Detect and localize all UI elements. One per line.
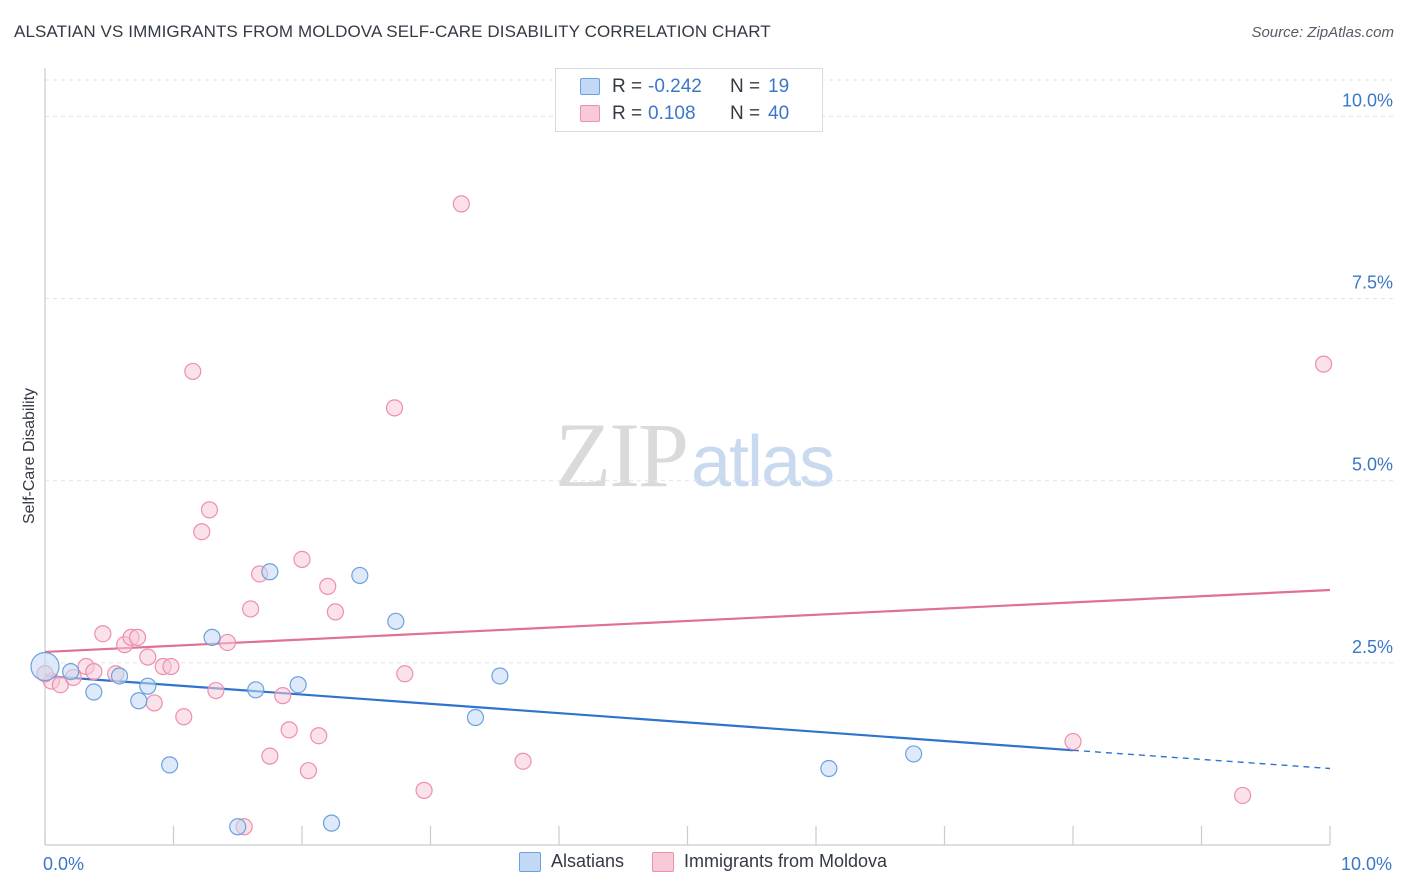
moldova-point — [175, 708, 193, 726]
moldova-point — [293, 550, 311, 569]
legend-label-moldova: Immigrants from Moldova — [683, 851, 888, 871]
legend-swatch-moldova — [651, 851, 674, 872]
alsatians-point — [139, 677, 157, 695]
x-tick-label: 0.0% — [43, 854, 84, 874]
trendline-alsatians-extrapolated — [1072, 749, 1331, 770]
n-label: N = — [730, 102, 761, 124]
moldova-point — [94, 625, 112, 643]
moldova-point — [1314, 355, 1333, 373]
alsatians-point — [820, 759, 838, 778]
y-tick-label: 7.5% — [1352, 273, 1393, 293]
moldova-point — [396, 665, 414, 683]
n-label: N = — [730, 75, 761, 97]
legend-item-moldova[interactable]: Immigrants from Moldova — [651, 851, 888, 872]
alsatians-point — [110, 667, 129, 685]
alsatians-point — [261, 563, 279, 581]
r-label: R = — [612, 75, 643, 97]
alsatians-swatch — [580, 78, 600, 95]
r-label: R = — [612, 102, 643, 124]
moldova-point — [452, 195, 470, 213]
legend-item-alsatians[interactable]: Alsatians — [518, 851, 624, 872]
source-label: Source: ZipAtlas.com — [1251, 24, 1394, 41]
moldova-point — [193, 523, 211, 541]
moldova-point — [310, 727, 328, 745]
alsatians-point — [905, 745, 923, 763]
trendline-moldova — [44, 588, 1331, 654]
moldova-point — [514, 752, 532, 770]
alsatians-point — [62, 662, 80, 681]
moldova-point — [51, 676, 70, 694]
x-tick-label: 10.0% — [1341, 854, 1392, 874]
alsatians-point — [387, 612, 405, 630]
n-value: 40 — [768, 102, 790, 124]
moldova-swatch — [580, 105, 600, 122]
moldova-point — [145, 694, 163, 712]
legend-swatch-alsatians — [518, 851, 541, 872]
moldova-point — [385, 399, 404, 417]
r-value: -0.242 — [648, 75, 702, 97]
y-tick-label: 10.0% — [1342, 90, 1393, 110]
moldova-point — [139, 648, 157, 666]
stats-row-moldova: R = 0.108 N = 40 — [556, 100, 789, 127]
alsatians-point — [30, 651, 60, 682]
alsatians-point — [229, 818, 247, 836]
watermark-atlas: atlas — [691, 422, 835, 502]
moldova-point — [207, 681, 225, 700]
moldova-point — [218, 633, 237, 652]
n-value: 19 — [768, 75, 790, 97]
stats-box: R = -0.242 N = 19 R = 0.108 N = 40 — [555, 68, 823, 132]
legend: Alsatians Immigrants from Moldova — [0, 851, 1406, 872]
moldova-point — [326, 603, 345, 621]
trendline-alsatians — [44, 674, 1074, 752]
moldova-point — [280, 721, 298, 739]
alsatians-point — [491, 667, 509, 685]
moldova-point — [184, 362, 202, 381]
moldova-point — [242, 600, 260, 618]
alsatians-point — [85, 683, 103, 701]
alsatians-point — [130, 692, 148, 710]
stats-row-alsatians: R = -0.242 N = 19 — [556, 73, 789, 100]
moldova-point — [1064, 732, 1082, 751]
y-tick-label: 2.5% — [1352, 637, 1393, 657]
chart-title: ALSATIAN VS IMMIGRANTS FROM MOLDOVA SELF… — [14, 22, 771, 41]
moldova-point — [128, 628, 147, 646]
watermark-zip: ZIP — [555, 404, 689, 506]
moldova-point — [415, 781, 433, 799]
moldova-point — [299, 762, 318, 780]
moldova-point — [162, 657, 180, 676]
moldova-point — [85, 662, 103, 681]
alsatians-point — [466, 708, 485, 727]
alsatians-point — [161, 756, 179, 774]
moldova-point — [200, 501, 219, 519]
y-tick-label: 5.0% — [1352, 455, 1393, 475]
r-value: 0.108 — [648, 102, 696, 124]
watermark: ZIPatlas — [555, 402, 835, 508]
alsatians-point — [203, 628, 221, 646]
alsatians-point — [322, 814, 341, 832]
alsatians-point — [247, 681, 265, 699]
alsatians-point — [351, 566, 369, 585]
moldova-point — [319, 577, 337, 595]
moldova-point — [274, 687, 292, 705]
legend-label-alsatians: Alsatians — [550, 851, 624, 871]
alsatians-point — [289, 676, 307, 694]
moldova-point — [261, 747, 279, 765]
moldova-point — [1234, 786, 1252, 805]
